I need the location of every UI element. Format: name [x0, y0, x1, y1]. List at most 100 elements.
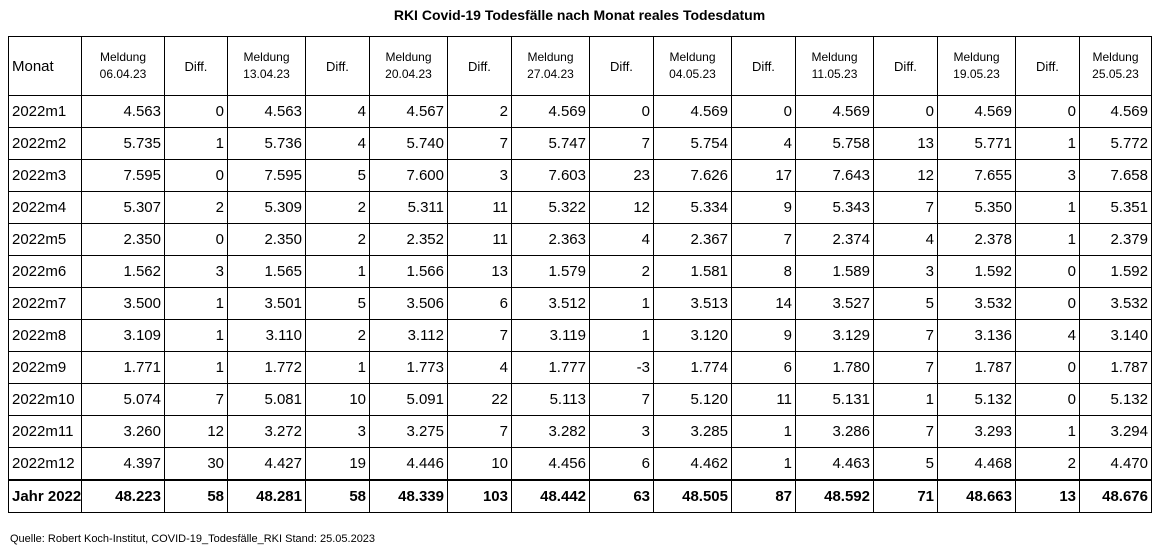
meldung-cell: 3.140	[1079, 319, 1152, 352]
table-row: 2022m12 4.397 30 4.427 19 4.446 10 4.456 6 4.462 1…	[8, 447, 1152, 481]
diff-cell: 0	[164, 159, 228, 192]
month-cell: 2022m6	[8, 255, 82, 288]
diff-cell: 1	[1015, 223, 1080, 256]
meldung-cell: 4.569	[795, 95, 874, 128]
diff-cell: 7	[447, 319, 512, 352]
diff-cell: 5	[305, 287, 370, 320]
meldung-cell: 4.470	[1079, 447, 1152, 481]
diff-cell: 0	[164, 223, 228, 256]
meldung-cell: 3.136	[937, 319, 1016, 352]
table-row: 2022m2 5.735 1 5.736 4 5.740 7 5.747 7 5.754 4 5.75…	[8, 127, 1152, 160]
diff-cell: 3	[447, 159, 512, 192]
diff-cell: -3	[589, 351, 654, 384]
diff-cell: 22	[447, 383, 512, 416]
diff-cell: 3	[164, 255, 228, 288]
diff-cell: 5	[873, 287, 938, 320]
meldung-cell: 48.505	[653, 479, 732, 513]
month-cell: 2022m10	[8, 383, 82, 416]
meldung-cell: 3.129	[795, 319, 874, 352]
header-diff: Diff.	[305, 36, 370, 96]
diff-cell: 1	[589, 319, 654, 352]
header-meldung: Meldung 11.05.23	[795, 36, 874, 96]
meldung-cell: 7.600	[369, 159, 448, 192]
diff-cell: 12	[164, 415, 228, 448]
diff-cell: 13	[873, 127, 938, 160]
diff-cell: 5	[873, 447, 938, 481]
diff-cell: 7	[873, 415, 938, 448]
header-meldung-label: Meldung	[669, 50, 716, 64]
meldung-cell: 4.446	[369, 447, 448, 481]
meldung-cell: 5.113	[511, 383, 590, 416]
meldung-cell: 3.532	[1079, 287, 1152, 320]
meldung-cell: 2.379	[1079, 223, 1152, 256]
meldung-cell: 5.311	[369, 191, 448, 224]
meldung-cell: 5.735	[81, 127, 165, 160]
diff-cell: 11	[447, 223, 512, 256]
meldung-cell: 2.363	[511, 223, 590, 256]
header-meldung: Meldung 04.05.23	[653, 36, 732, 96]
header-month: Monat	[8, 36, 82, 96]
meldung-cell: 1.774	[653, 351, 732, 384]
meldung-cell: 2.350	[227, 223, 306, 256]
header-meldung-date: 04.05.23	[669, 67, 716, 81]
diff-cell: 2	[589, 255, 654, 288]
header-diff: Diff.	[164, 36, 228, 96]
meldung-cell: 4.569	[937, 95, 1016, 128]
diff-cell: 7	[731, 223, 796, 256]
diff-cell: 1	[731, 415, 796, 448]
month-cell: 2022m2	[8, 127, 82, 160]
diff-cell: 7	[873, 191, 938, 224]
diff-cell: 58	[164, 479, 228, 513]
diff-cell: 0	[873, 95, 938, 128]
header-meldung-date: 25.05.23	[1092, 67, 1139, 81]
meldung-cell: 4.569	[653, 95, 732, 128]
table-row: 2022m9 1.771 1 1.772 1 1.773 4 1.777 -3 1.774 6 1.7…	[8, 351, 1152, 384]
diff-cell: 4	[873, 223, 938, 256]
meldung-cell: 3.513	[653, 287, 732, 320]
meldung-cell: 5.740	[369, 127, 448, 160]
diff-cell: 10	[305, 383, 370, 416]
header-meldung: Meldung 06.04.23	[81, 36, 165, 96]
diff-cell: 1	[1015, 191, 1080, 224]
diff-cell: 4	[731, 127, 796, 160]
diff-cell: 14	[731, 287, 796, 320]
diff-cell: 9	[731, 191, 796, 224]
diff-cell: 13	[1015, 479, 1080, 513]
meldung-cell: 5.131	[795, 383, 874, 416]
meldung-cell: 48.223	[81, 479, 165, 513]
diff-cell: 1	[1015, 127, 1080, 160]
header-meldung: Meldung 27.04.23	[511, 36, 590, 96]
diff-cell: 9	[731, 319, 796, 352]
meldung-cell: 2.367	[653, 223, 732, 256]
meldung-cell: 5.736	[227, 127, 306, 160]
meldung-cell: 7.655	[937, 159, 1016, 192]
header-diff: Diff.	[447, 36, 512, 96]
meldung-cell: 2.352	[369, 223, 448, 256]
diff-cell: 17	[731, 159, 796, 192]
diff-cell: 4	[1015, 319, 1080, 352]
diff-cell: 13	[447, 255, 512, 288]
meldung-cell: 48.442	[511, 479, 590, 513]
month-cell: 2022m5	[8, 223, 82, 256]
table-row: 2022m10 5.074 7 5.081 10 5.091 22 5.113 7 5.120 11…	[8, 383, 1152, 416]
diff-cell: 2	[1015, 447, 1080, 481]
meldung-cell: 4.427	[227, 447, 306, 481]
deaths-table: Monat Meldung 06.04.23 Diff. Meldung 13.04…	[8, 36, 1152, 513]
table-row: 2022m4 5.307 2 5.309 2 5.311 11 5.322 12 5.334 9 5.…	[8, 191, 1152, 224]
diff-cell: 3	[1015, 159, 1080, 192]
meldung-cell: 3.260	[81, 415, 165, 448]
meldung-cell: 3.120	[653, 319, 732, 352]
month-cell: 2022m12	[8, 447, 82, 481]
diff-cell: 2	[447, 95, 512, 128]
meldung-cell: 1.771	[81, 351, 165, 384]
meldung-cell: 3.286	[795, 415, 874, 448]
meldung-cell: 7.595	[227, 159, 306, 192]
header-meldung: Meldung 20.04.23	[369, 36, 448, 96]
meldung-cell: 5.772	[1079, 127, 1152, 160]
diff-cell: 58	[305, 479, 370, 513]
meldung-cell: 4.569	[511, 95, 590, 128]
table-row: 2022m7 3.500 1 3.501 5 3.506 6 3.512 1 3.513 14 3.5…	[8, 287, 1152, 320]
meldung-cell: 7.595	[81, 159, 165, 192]
meldung-cell: 4.567	[369, 95, 448, 128]
header-diff: Diff.	[589, 36, 654, 96]
